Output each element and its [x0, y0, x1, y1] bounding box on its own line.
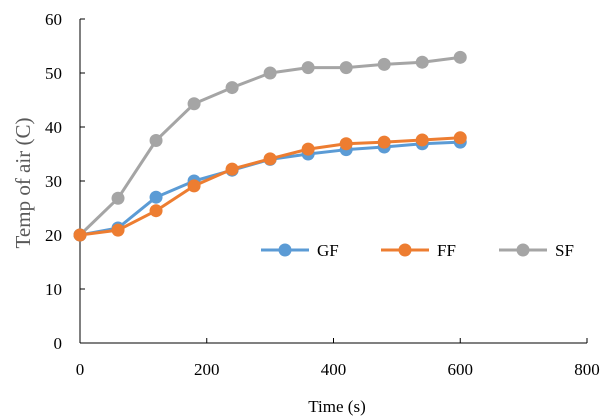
series-ff	[73, 131, 467, 242]
data-point-ff	[225, 162, 239, 176]
y-tick-label: 20	[45, 226, 62, 245]
x-axis-title: Time (s)	[308, 397, 365, 416]
data-point-sf	[301, 61, 315, 75]
data-point-sf	[225, 81, 239, 95]
x-tick-label: 600	[448, 360, 474, 379]
series-layer	[73, 50, 467, 242]
data-point-sf	[339, 61, 353, 75]
data-point-sf	[111, 191, 125, 205]
y-tick-label: 60	[45, 10, 62, 29]
legend-item-gf: GF	[261, 241, 339, 260]
legend-label: FF	[437, 241, 456, 260]
legend-marker	[278, 243, 292, 257]
data-point-gf	[149, 190, 163, 204]
legend-label: SF	[555, 241, 574, 260]
legend-marker	[398, 243, 412, 257]
legend-item-sf: SF	[499, 241, 574, 260]
x-tick-label: 200	[194, 360, 220, 379]
legend: GF FF SF	[261, 241, 574, 260]
data-point-ff	[339, 137, 353, 151]
data-point-sf	[187, 97, 201, 111]
data-point-ff	[453, 131, 467, 145]
data-point-ff	[73, 228, 87, 242]
data-point-sf	[453, 50, 467, 64]
data-point-sf	[377, 57, 391, 71]
data-point-ff	[187, 179, 201, 193]
x-tick-label: 400	[321, 360, 347, 379]
y-tick-label: 0	[54, 334, 63, 353]
legend-item-ff: FF	[381, 241, 456, 260]
data-point-ff	[149, 204, 163, 218]
data-point-sf	[415, 55, 429, 69]
legend-marker	[516, 243, 530, 257]
x-tick-label: 800	[574, 360, 600, 379]
data-point-ff	[415, 133, 429, 147]
y-tick-label: 50	[45, 64, 62, 83]
data-point-ff	[301, 142, 315, 156]
data-point-ff	[377, 135, 391, 149]
y-axis-title-group: Temp of air (C)	[11, 118, 35, 249]
series-gf	[73, 135, 467, 242]
data-point-ff	[111, 223, 125, 237]
y-axis-title: Temp of air (C)	[11, 118, 35, 249]
series-sf	[73, 50, 467, 242]
legend-label: GF	[317, 241, 339, 260]
y-tick-label: 10	[45, 280, 62, 299]
x-tick-label: 0	[76, 360, 85, 379]
data-point-sf	[263, 66, 277, 80]
y-tick-label: 40	[45, 118, 62, 137]
y-tick-label: 30	[45, 172, 62, 191]
data-point-ff	[263, 152, 277, 166]
data-point-sf	[149, 134, 163, 147]
